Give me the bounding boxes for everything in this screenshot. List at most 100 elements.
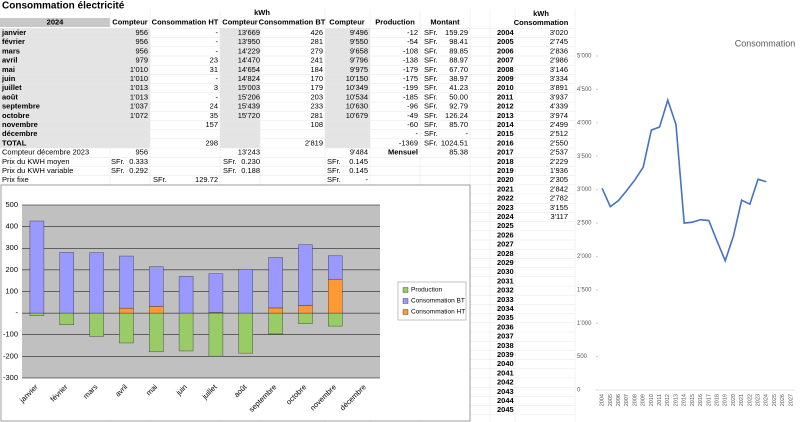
table-cell: SFr. <box>424 56 438 65</box>
bar <box>59 312 74 326</box>
table-cell: 2007 <box>497 56 514 65</box>
x-tick-label: 2016 <box>698 394 704 406</box>
table-cell: 4'339 <box>550 102 568 111</box>
table-cell: 35 <box>210 111 218 120</box>
table-cell: 98.41 <box>449 37 468 46</box>
table-cell: 10'349 <box>346 83 368 92</box>
bar <box>149 306 164 314</box>
cell-shade <box>325 83 370 93</box>
x-tick-label: 2026 <box>780 394 786 406</box>
table-cell: 10'534 <box>346 92 368 101</box>
table-cell: 108 <box>310 120 323 129</box>
table-cell: -179 <box>403 65 418 74</box>
bar <box>119 255 134 309</box>
x-tick-label: 2012 <box>665 394 671 406</box>
table-cell: 2024 <box>497 212 515 221</box>
cell-shade <box>220 37 260 47</box>
y-tick-label: 5'000 <box>577 54 592 60</box>
y-tick-label: 500 <box>5 200 18 209</box>
cell-shade <box>325 74 370 84</box>
x-tick-label: 2021 <box>739 394 745 406</box>
table-cell: 9'975 <box>350 65 368 74</box>
legend-label: Consommation BT <box>411 298 465 305</box>
x-tick-label: 2024 <box>764 394 770 406</box>
x-tick-label: 2014 <box>682 394 688 406</box>
cell-shade <box>220 102 260 112</box>
y-tick-label: 4'500 <box>577 87 592 93</box>
x-tick-label: 2005 <box>608 394 614 406</box>
table-cell: SFr. <box>153 175 167 184</box>
cell-shade <box>325 138 370 148</box>
table-cell: 10'150 <box>346 74 368 83</box>
table-cell: SFr. <box>424 83 438 92</box>
table-cell: 13'243 <box>238 148 260 157</box>
table-cell: - <box>416 129 419 138</box>
line <box>601 97 767 263</box>
cell-shade <box>110 102 150 112</box>
table-cell: 13'950 <box>238 37 260 46</box>
column-header: Consommation BT <box>259 17 326 26</box>
x-tick-label: 2010 <box>649 394 655 406</box>
x-tick-label: 2008 <box>632 394 638 406</box>
table-cell: 2031 <box>497 276 514 285</box>
table-cell: 2'986 <box>550 56 568 65</box>
table-cell: SFr. <box>424 102 438 111</box>
table-cell: 2020 <box>497 175 514 184</box>
table-cell: 2011 <box>497 92 513 101</box>
table-cell: 2022 <box>497 194 514 203</box>
cell-shade <box>110 46 150 56</box>
bar <box>178 276 194 314</box>
table-cell: -1369 <box>399 138 418 147</box>
table-cell: -199 <box>403 83 418 92</box>
table-cell: 9'484 <box>350 148 368 157</box>
y-tick-label: 400 <box>5 222 18 231</box>
table-cell: 2019 <box>497 166 514 175</box>
table-cell: - <box>366 175 369 184</box>
bar <box>29 312 45 316</box>
table-cell: 0.292 <box>129 166 148 175</box>
cell-shade <box>220 74 260 84</box>
table-cell: 15'003 <box>238 83 260 92</box>
table-cell: - <box>216 92 219 101</box>
table-cell: 2042 <box>497 378 514 387</box>
bar <box>29 220 45 314</box>
cell-shade <box>110 56 150 66</box>
table-cell: - <box>466 129 469 138</box>
cell-shade <box>110 129 150 139</box>
cell-shade <box>220 46 260 56</box>
table-cell: 2'836 <box>550 46 568 55</box>
x-tick-label: 2013 <box>673 394 679 406</box>
x-tick-label: 2006 <box>616 394 622 406</box>
bar <box>298 244 313 306</box>
table-cell: 2017 <box>497 148 514 157</box>
table-cell: 2015 <box>497 129 514 138</box>
table-cell: 2'782 <box>550 194 568 203</box>
table-cell: 2030 <box>497 267 514 276</box>
table-cell: 88.97 <box>449 56 468 65</box>
table-cell: 956 <box>135 148 148 157</box>
table-cell: - <box>216 37 219 46</box>
x-tick-label: 2015 <box>690 394 696 406</box>
cell-shade <box>110 65 150 75</box>
y-tick-label: 3'500 <box>577 154 592 160</box>
bar <box>149 266 164 307</box>
bar <box>59 252 74 314</box>
table-cell: 2032 <box>497 286 514 295</box>
table-cell: 2034 <box>497 304 515 313</box>
bar <box>238 312 253 354</box>
cell-shade <box>0 111 110 121</box>
table-cell: janvier <box>1 28 26 37</box>
table-cell: 203 <box>310 92 323 101</box>
cell-shade <box>220 129 260 139</box>
table-cell: décembre <box>2 129 37 138</box>
table-cell: 10'679 <box>346 111 368 120</box>
bar <box>298 305 313 314</box>
bar <box>238 269 253 314</box>
x-tick-label: 2011 <box>657 394 663 406</box>
bar <box>328 278 343 314</box>
table-cell: 3'117 <box>550 212 568 221</box>
cell-shade <box>325 120 370 130</box>
x-tick-label: 2027 <box>788 394 794 406</box>
y-tick-label: -300 <box>3 373 18 382</box>
